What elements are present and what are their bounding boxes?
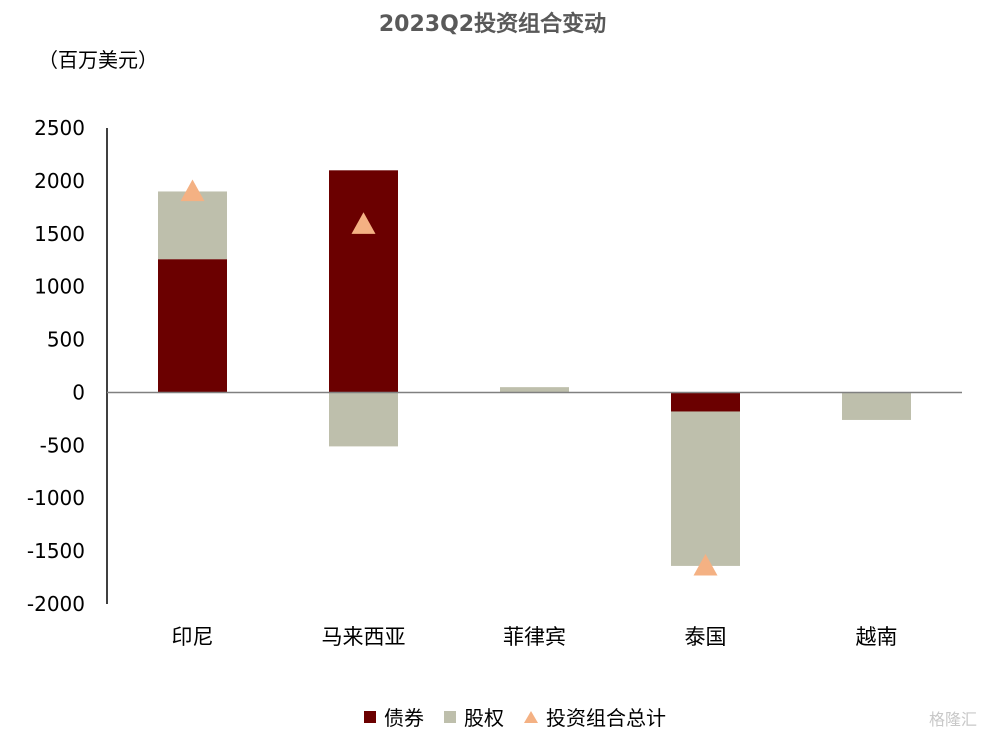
bar-equity [671, 411, 740, 566]
y-tick-label: 0 [72, 380, 85, 404]
bar-bonds [329, 170, 398, 393]
y-tick-label: 2000 [34, 169, 85, 193]
legend-item-equity: 股权 [444, 702, 504, 731]
legend-item-bonds: 债券 [364, 702, 424, 731]
legend-label-bonds: 债券 [384, 706, 424, 730]
total-marker [351, 212, 376, 234]
y-tick-label: 500 [47, 328, 85, 352]
bar-equity [842, 392, 911, 420]
y-tick-label: -500 [40, 433, 85, 457]
chart-title: 2023Q2投资组合变动 [378, 12, 607, 37]
y-tick-label: 1000 [34, 275, 85, 299]
bar-bonds [158, 259, 227, 393]
x-tick-label: 越南 [856, 625, 898, 649]
legend: 债券 股权 投资组合总计 [364, 702, 686, 731]
y-tick-label: 1500 [34, 222, 85, 246]
y-tick-label: -1500 [27, 539, 85, 563]
unit-label: （百万美元） [38, 48, 158, 72]
total-marker [693, 553, 718, 576]
x-tick-label: 泰国 [685, 625, 727, 649]
bar-bonds [671, 392, 740, 412]
y-tick-label: -2000 [27, 592, 85, 616]
y-tick-label: -1000 [27, 486, 85, 510]
x-tick-label: 菲律宾 [503, 625, 566, 649]
legend-swatch-bonds [364, 710, 376, 723]
bar-equity [500, 387, 569, 393]
legend-item-total: 投资组合总计 [524, 702, 666, 731]
bar-equity [329, 392, 398, 447]
watermark: 格隆汇 [928, 710, 977, 729]
legend-marker-total [524, 710, 538, 723]
x-tick-label: 马来西亚 [322, 625, 406, 649]
legend-label-total: 投资组合总计 [546, 706, 666, 730]
legend-label-equity: 股权 [464, 706, 504, 730]
x-tick-label: 印尼 [172, 625, 214, 649]
bar-equity [158, 191, 227, 260]
legend-swatch-equity [444, 710, 456, 723]
total-marker [180, 179, 205, 202]
y-tick-label: 2500 [34, 116, 85, 140]
